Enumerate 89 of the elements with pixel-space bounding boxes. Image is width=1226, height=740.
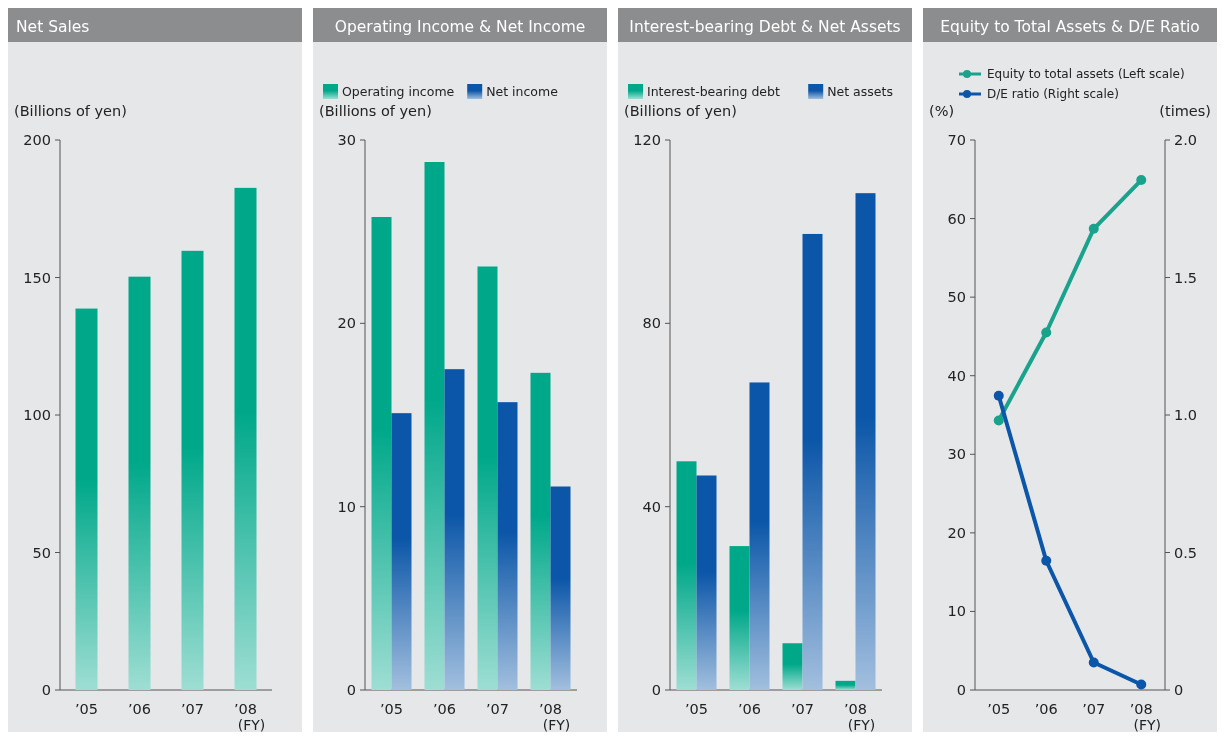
- legend-label: Interest-bearing debt: [647, 84, 780, 99]
- x-tick-label: ’06: [1034, 701, 1058, 717]
- y2-tick-label: 2.0: [1174, 132, 1198, 148]
- y-tick-label: 30: [947, 446, 966, 463]
- point: [1136, 175, 1147, 186]
- y-tick-label: 0: [956, 682, 966, 698]
- y2-tick-label: 0.5: [1174, 544, 1198, 561]
- y-tick-label: 60: [947, 210, 966, 227]
- x-tick-label: ’07: [485, 701, 510, 717]
- x-axis-title: (FY): [237, 717, 266, 733]
- point: [1088, 223, 1099, 234]
- y-tick-label: 100: [23, 407, 51, 423]
- x-tick-label: ’08: [1129, 701, 1153, 717]
- y-tick-label: 50: [32, 544, 51, 561]
- chart-title: Equity to Total Assets & D/E Ratio: [940, 18, 1200, 36]
- bar: [444, 369, 465, 690]
- point: [1041, 555, 1052, 566]
- x-tick-label: ’07: [180, 701, 205, 717]
- y-tick-label: 10: [337, 498, 356, 515]
- y-tick-label: 50: [947, 289, 966, 306]
- bar: [234, 187, 257, 690]
- legend-label: Operating income: [342, 84, 455, 99]
- x-tick-label: ’05: [987, 701, 1011, 717]
- x-tick-label: ’06: [127, 701, 152, 717]
- bar: [676, 461, 697, 690]
- chart-title: Operating Income & Net Income: [334, 18, 586, 36]
- y-tick-label: 40: [642, 498, 661, 515]
- y-axis-title: (Billions of yen): [624, 103, 737, 119]
- y-tick-label: 200: [23, 132, 51, 148]
- bar: [128, 276, 151, 690]
- bar: [477, 266, 498, 690]
- point: [1041, 327, 1052, 338]
- x-tick-label: ’08: [843, 701, 868, 717]
- bar: [696, 475, 717, 690]
- bar: [835, 680, 856, 690]
- y-tick-label: 0: [346, 682, 356, 698]
- bar: [802, 233, 823, 690]
- bar: [855, 193, 876, 690]
- x-tick-label: ’05: [379, 701, 404, 717]
- x-tick-label: ’08: [538, 701, 563, 717]
- x-tick-label: ’05: [684, 701, 709, 717]
- legend-label: Net income: [486, 84, 559, 99]
- bar: [530, 372, 551, 690]
- y-tick-label: 0: [651, 682, 661, 698]
- point: [1088, 657, 1099, 668]
- y-tick-label: 10: [947, 603, 966, 620]
- x-axis-title: (FY): [847, 717, 876, 733]
- legend-label: Equity to total assets (Left scale): [987, 67, 1185, 81]
- bar: [782, 643, 803, 690]
- chart-title: Interest-bearing Debt & Net Assets: [629, 18, 901, 36]
- y-tick-label: 70: [947, 132, 966, 148]
- y-axis-title: (Billions of yen): [14, 103, 127, 119]
- y-tick-label: 40: [947, 367, 966, 384]
- legend-label: Net assets: [827, 84, 893, 99]
- bar: [550, 486, 571, 690]
- bar: [729, 546, 750, 690]
- chart-title: Net Sales: [16, 18, 90, 36]
- y2-axis-title: (times): [1159, 103, 1211, 119]
- bar: [371, 217, 392, 690]
- bar: [75, 308, 98, 690]
- y-tick-label: 120: [633, 132, 661, 148]
- x-tick-label: ’05: [74, 701, 99, 717]
- y-tick-label: 0: [41, 682, 51, 698]
- point: [993, 390, 1004, 401]
- x-tick-label: ’08: [233, 701, 258, 717]
- bar: [424, 162, 445, 690]
- y-tick-label: 80: [642, 315, 661, 332]
- y2-tick-label: 1.0: [1174, 407, 1198, 423]
- x-tick-label: ’06: [737, 701, 762, 717]
- x-axis-title: (FY): [542, 717, 571, 733]
- y-tick-label: 20: [337, 315, 356, 332]
- y-tick-label: 20: [947, 524, 966, 541]
- y-axis-title: (Billions of yen): [319, 103, 432, 119]
- y-tick-label: 150: [23, 269, 51, 286]
- x-tick-label: ’07: [1082, 701, 1106, 717]
- bar: [749, 382, 770, 690]
- y2-tick-label: 1.5: [1174, 269, 1198, 286]
- x-axis-title: (FY): [1133, 717, 1162, 733]
- legend-label: D/E ratio (Right scale): [987, 87, 1119, 101]
- x-tick-label: ’06: [432, 701, 457, 717]
- point: [1136, 679, 1147, 690]
- bar: [391, 413, 412, 690]
- point: [993, 415, 1004, 426]
- y2-tick-label: 0: [1174, 682, 1184, 698]
- y-tick-label: 30: [337, 132, 356, 148]
- x-tick-label: ’07: [790, 701, 815, 717]
- bar: [181, 250, 204, 690]
- bar: [497, 402, 518, 690]
- y-axis-title: (%): [929, 103, 955, 119]
